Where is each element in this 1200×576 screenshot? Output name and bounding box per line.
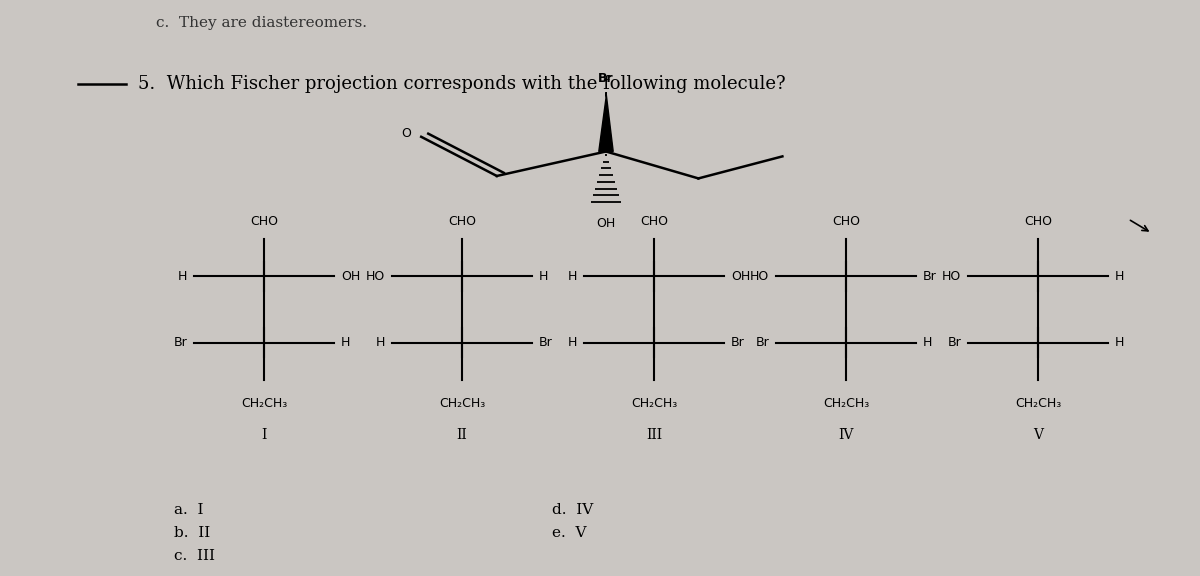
Text: CH₂CH₃: CH₂CH₃ <box>631 397 677 411</box>
Text: Br: Br <box>598 72 614 85</box>
Text: e.  V: e. V <box>552 526 587 540</box>
Text: CHO: CHO <box>640 215 668 228</box>
Text: 5.  Which Fischer projection corresponds with the following molecule?: 5. Which Fischer projection corresponds … <box>138 74 786 93</box>
Text: CH₂CH₃: CH₂CH₃ <box>439 397 485 411</box>
Text: Br: Br <box>756 336 769 349</box>
Text: III: III <box>646 428 662 442</box>
Text: CH₂CH₃: CH₂CH₃ <box>823 397 869 411</box>
Text: CH₂CH₃: CH₂CH₃ <box>241 397 287 411</box>
Text: H: H <box>568 270 577 283</box>
Text: H: H <box>568 336 577 349</box>
Text: a.  I: a. I <box>174 503 204 517</box>
Text: HO: HO <box>366 270 385 283</box>
Text: II: II <box>457 428 467 442</box>
Text: d.  IV: d. IV <box>552 503 593 517</box>
Text: Br: Br <box>923 270 936 283</box>
Text: I: I <box>262 428 266 442</box>
Text: OH: OH <box>341 270 360 283</box>
Text: OH: OH <box>731 270 750 283</box>
Text: c.  III: c. III <box>174 549 215 563</box>
Text: Br: Br <box>948 336 961 349</box>
Text: b.  II: b. II <box>174 526 210 540</box>
Text: H: H <box>341 336 350 349</box>
Text: IV: IV <box>839 428 853 442</box>
Text: Br: Br <box>539 336 552 349</box>
Text: H: H <box>539 270 548 283</box>
Polygon shape <box>599 92 613 151</box>
Text: H: H <box>923 336 932 349</box>
Text: CHO: CHO <box>832 215 860 228</box>
Text: H: H <box>178 270 187 283</box>
Text: CHO: CHO <box>1024 215 1052 228</box>
Text: H: H <box>1115 336 1124 349</box>
Text: V: V <box>1033 428 1043 442</box>
Text: CH₂CH₃: CH₂CH₃ <box>1015 397 1061 411</box>
Text: HO: HO <box>942 270 961 283</box>
Text: CHO: CHO <box>448 215 476 228</box>
Text: HO: HO <box>750 270 769 283</box>
Text: c.  They are diastereomers.: c. They are diastereomers. <box>156 16 367 30</box>
Text: H: H <box>376 336 385 349</box>
Text: Br: Br <box>731 336 744 349</box>
Text: O: O <box>402 127 412 141</box>
Text: H: H <box>1115 270 1124 283</box>
Text: OH: OH <box>596 217 616 230</box>
Text: CHO: CHO <box>250 215 278 228</box>
Text: Br: Br <box>174 336 187 349</box>
